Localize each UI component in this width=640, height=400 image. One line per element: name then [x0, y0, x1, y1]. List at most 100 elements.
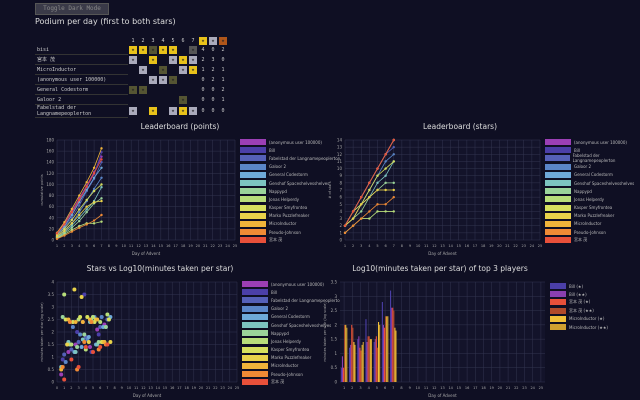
bronze-count: 0: [221, 108, 225, 114]
legend-item[interactable]: General Codestorm: [242, 313, 342, 321]
legend-item[interactable]: Jonas Helperdy: [240, 195, 340, 203]
legend-label: Fabelstad der Langnamepeoplerton: [271, 297, 343, 303]
medal-icon: ★: [139, 65, 147, 74]
legend-item[interactable]: General Codestorm: [545, 171, 640, 179]
legend-item[interactable]: 宮本 茂 (★★): [550, 307, 608, 315]
legend-item[interactable]: Bill (★★): [550, 290, 608, 298]
x-tick-label: 3: [71, 244, 73, 248]
legend-item[interactable]: Bill: [242, 288, 342, 296]
data-point: [95, 327, 100, 332]
legend-item[interactable]: Pseudo-Johnson: [240, 228, 340, 236]
x-tick-label: 12: [136, 244, 140, 248]
data-point: [91, 350, 95, 354]
legend-item[interactable]: Pseudo-Johnson: [242, 370, 342, 378]
legend-item[interactable]: Kasper Smyfrontea: [240, 204, 340, 212]
legend-item[interactable]: Bill: [240, 146, 340, 154]
silver-count: 0: [211, 96, 215, 103]
legend-label: MicroInductor: [271, 363, 299, 369]
legend-item[interactable]: Genshof Spaceshelvesshelves: [240, 179, 340, 187]
y-tick-label: 10: [337, 166, 343, 171]
data-point: [376, 174, 379, 177]
legend-label: Marko Puzzlefreaker: [271, 355, 312, 361]
legend-item[interactable]: MicroInductor (★★): [550, 323, 608, 331]
data-point: [360, 203, 363, 206]
legend-swatch: [545, 204, 571, 211]
data-point: [360, 217, 363, 220]
legend-item[interactable]: Jonas Helperdy: [242, 337, 342, 345]
data-point: [66, 350, 71, 354]
legend-item[interactable]: Galoor 2: [545, 163, 640, 171]
x-tick-label: 25: [539, 386, 543, 390]
legend-item[interactable]: Fabelstad der Langnamepeoplerton: [242, 296, 342, 304]
data-point: [98, 345, 103, 349]
legend-item[interactable]: 宮本 茂: [240, 236, 340, 244]
legend-item[interactable]: Galoor 2: [240, 163, 340, 171]
legend-swatch: [240, 220, 266, 227]
bar: [379, 324, 381, 382]
legend-item[interactable]: MicroInductor: [545, 220, 640, 228]
data-point: [67, 320, 72, 324]
bar: [382, 324, 385, 382]
legend-label: Marko Puzzlefreaker: [574, 213, 615, 219]
legend-item[interactable]: 宮本 茂 (★): [550, 298, 608, 306]
legend-item[interactable]: Galoor 2: [242, 305, 342, 313]
legend-item[interactable]: Marko Puzzlefreaker: [242, 354, 342, 362]
medal-icon: ★: [159, 45, 167, 54]
y-tick-label: 1: [51, 355, 54, 360]
legend-item[interactable]: Kasper Smyfrontea: [242, 346, 342, 354]
legend-swatch: [242, 313, 268, 320]
y-tick-label: 13: [337, 145, 343, 150]
podium-row: 宮本 茂 ★ ★ ★ ★ ★ 2 3 0: [35, 54, 228, 65]
bar: [366, 342, 368, 382]
legend-item[interactable]: MicroInductor (★): [550, 315, 608, 323]
gold-medal-icon: ★: [199, 36, 207, 45]
player-name: MicroInductor: [35, 64, 128, 75]
data-point: [105, 312, 110, 317]
data-point: [55, 234, 59, 238]
y-axis-label: minutes taken per star (log scale): [323, 302, 327, 362]
x-tick-label: 16: [170, 386, 174, 390]
data-point: [392, 188, 395, 192]
legend-item[interactable]: Pseudo-Johnson: [545, 228, 640, 236]
legend-item[interactable]: MicroInductor: [240, 220, 340, 228]
legend-item[interactable]: Marko Puzzlefreaker: [240, 212, 340, 220]
legend-item[interactable]: Marko Puzzlefreaker: [545, 212, 640, 220]
legend-label: Kasper Smyfrontea: [574, 205, 613, 211]
x-axis-label: Day of Advent: [428, 393, 457, 398]
toggle-button[interactable]: Toggle Dark Mode: [35, 3, 109, 15]
legend-label: Bill: [269, 147, 276, 153]
legend-item[interactable]: 宮本 茂: [545, 236, 640, 244]
legend-item[interactable]: (anonymous user 100000): [242, 280, 342, 288]
legend-item[interactable]: Bill: [545, 146, 640, 154]
legend-item[interactable]: General Codestorm: [240, 171, 340, 179]
legend-item[interactable]: Nappypd: [545, 187, 640, 195]
y-tick-label: 7: [339, 188, 342, 193]
legend-item[interactable]: Nappypd: [242, 329, 342, 337]
legend-item[interactable]: MicroInductor: [242, 362, 342, 370]
gold-count: 0: [201, 96, 205, 103]
legend-label: (anonymous user 100000): [271, 281, 324, 287]
legend-item[interactable]: Jonas Helperdy: [545, 195, 640, 203]
legend-label: Genshof Spaceshelvesshelves: [271, 322, 332, 328]
legend-item[interactable]: Nappypd: [240, 187, 340, 195]
legend-item[interactable]: Genshof Spaceshelvesshelves: [242, 321, 342, 329]
legend-item[interactable]: (anonymous user 100000): [240, 138, 340, 146]
x-axis-label: Day of Advent: [132, 251, 161, 256]
legend-item[interactable]: Kasper Smyfrontea: [545, 204, 640, 212]
legend-item[interactable]: Fabelstad der Langnamepeoplerton: [240, 154, 340, 162]
x-tick-label: 14: [156, 386, 161, 390]
bar: [341, 356, 344, 382]
legend-item[interactable]: (anonymous user 100000): [545, 138, 640, 146]
data-point: [73, 320, 78, 324]
legend-swatch: [240, 147, 266, 154]
legend-swatch: [545, 212, 571, 219]
legend-item[interactable]: Genshof Spaceshelvesshelves: [545, 179, 640, 187]
data-point: [392, 210, 395, 213]
legend-item[interactable]: 宮本 茂: [242, 378, 342, 386]
bar: [352, 327, 354, 382]
legend-item[interactable]: Fabelstad der Langnamepeoplerton: [545, 153, 640, 163]
legend-item[interactable]: Bill (★): [550, 282, 608, 290]
